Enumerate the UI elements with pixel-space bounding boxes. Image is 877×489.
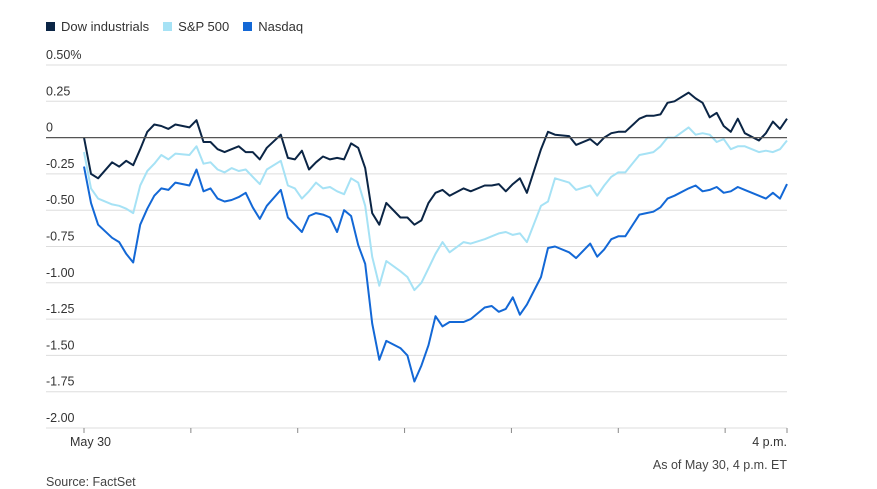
- y-tick-label: -1.00: [46, 266, 75, 280]
- y-tick-label: -0.50: [46, 193, 75, 207]
- y-tick-label: 0.50%: [46, 48, 81, 62]
- chart-legend: Dow industrials S&P 500 Nasdaq: [46, 16, 303, 36]
- y-tick-label: -0.75: [46, 230, 75, 244]
- x-tick-label-end: 4 p.m.: [752, 435, 787, 449]
- legend-item-sp500: S&P 500: [163, 19, 229, 34]
- series-line-sp500: [83, 126, 788, 292]
- y-tick-label: -0.25: [46, 157, 75, 171]
- as-of-note: As of May 30, 4 p.m. ET: [652, 458, 787, 472]
- legend-swatch-sp500: [163, 21, 173, 31]
- legend-label-nasdaq: Nasdaq: [258, 18, 304, 34]
- x-tick-label-start: May 30: [70, 435, 111, 449]
- y-tick-label: -2.00: [46, 411, 75, 425]
- legend-swatch-nasdaq: [243, 21, 253, 31]
- legend-item-dow: Dow industrials: [46, 19, 149, 34]
- y-tick-label: -1.25: [46, 302, 75, 316]
- source-note: Source: FactSet: [46, 475, 136, 489]
- y-tick-label: 0: [46, 121, 53, 135]
- legend-label-sp500: S&P 500: [178, 18, 230, 34]
- y-tick-label: 0.25: [46, 84, 70, 98]
- y-tick-label: -1.75: [46, 375, 75, 389]
- series-line-dow: [83, 91, 788, 226]
- legend-item-nasdaq: Nasdaq: [243, 19, 303, 34]
- series-line-nasdaq: [83, 166, 788, 383]
- legend-swatch-dow: [46, 21, 55, 31]
- y-tick-label: -1.50: [46, 338, 75, 352]
- legend-label-dow: Dow industrials: [61, 18, 150, 34]
